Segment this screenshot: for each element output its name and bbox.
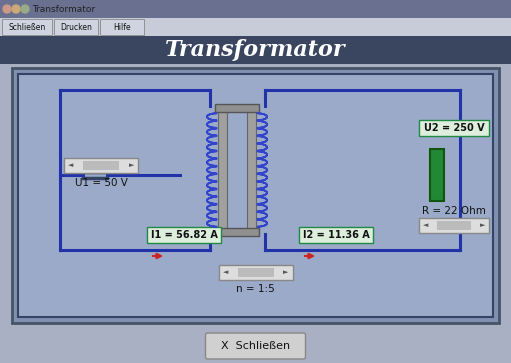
Circle shape [3, 5, 11, 13]
FancyBboxPatch shape [12, 68, 499, 323]
Text: ►: ► [480, 223, 485, 228]
FancyBboxPatch shape [218, 110, 227, 230]
FancyBboxPatch shape [419, 120, 489, 136]
Text: Transformator: Transformator [32, 4, 95, 13]
FancyBboxPatch shape [0, 18, 511, 36]
Text: ◄: ◄ [222, 269, 228, 276]
FancyBboxPatch shape [215, 104, 259, 112]
Circle shape [21, 5, 29, 13]
Text: Hilfe: Hilfe [113, 23, 131, 32]
FancyBboxPatch shape [205, 333, 306, 359]
FancyBboxPatch shape [437, 221, 471, 230]
FancyBboxPatch shape [0, 0, 511, 18]
Text: X  Schließen: X Schließen [221, 341, 290, 351]
Text: U1 = 50 V: U1 = 50 V [75, 178, 127, 188]
FancyBboxPatch shape [215, 228, 259, 236]
FancyBboxPatch shape [2, 19, 52, 35]
Text: ►: ► [283, 269, 289, 276]
FancyBboxPatch shape [430, 149, 444, 201]
FancyBboxPatch shape [100, 19, 144, 35]
Text: I1 = 56.82 A: I1 = 56.82 A [151, 230, 218, 240]
FancyBboxPatch shape [18, 74, 493, 317]
Text: ◄: ◄ [68, 162, 74, 168]
Text: U2 = 250 V: U2 = 250 V [424, 123, 484, 133]
Text: Transformator: Transformator [165, 39, 346, 61]
Text: Drucken: Drucken [60, 23, 92, 32]
FancyBboxPatch shape [147, 227, 221, 243]
FancyBboxPatch shape [64, 158, 138, 172]
Text: R = 22 Ohm: R = 22 Ohm [422, 206, 486, 216]
Text: Schließen: Schließen [8, 23, 45, 32]
FancyBboxPatch shape [219, 265, 292, 280]
FancyBboxPatch shape [299, 227, 373, 243]
Text: ►: ► [129, 162, 134, 168]
FancyBboxPatch shape [238, 268, 273, 277]
FancyBboxPatch shape [0, 36, 511, 64]
Text: n = 1:5: n = 1:5 [236, 284, 275, 294]
FancyBboxPatch shape [83, 160, 119, 170]
FancyBboxPatch shape [54, 19, 98, 35]
Text: ◄: ◄ [423, 223, 428, 228]
FancyBboxPatch shape [419, 218, 489, 233]
Circle shape [12, 5, 20, 13]
Text: I2 = 11.36 A: I2 = 11.36 A [303, 230, 369, 240]
FancyBboxPatch shape [247, 110, 256, 230]
